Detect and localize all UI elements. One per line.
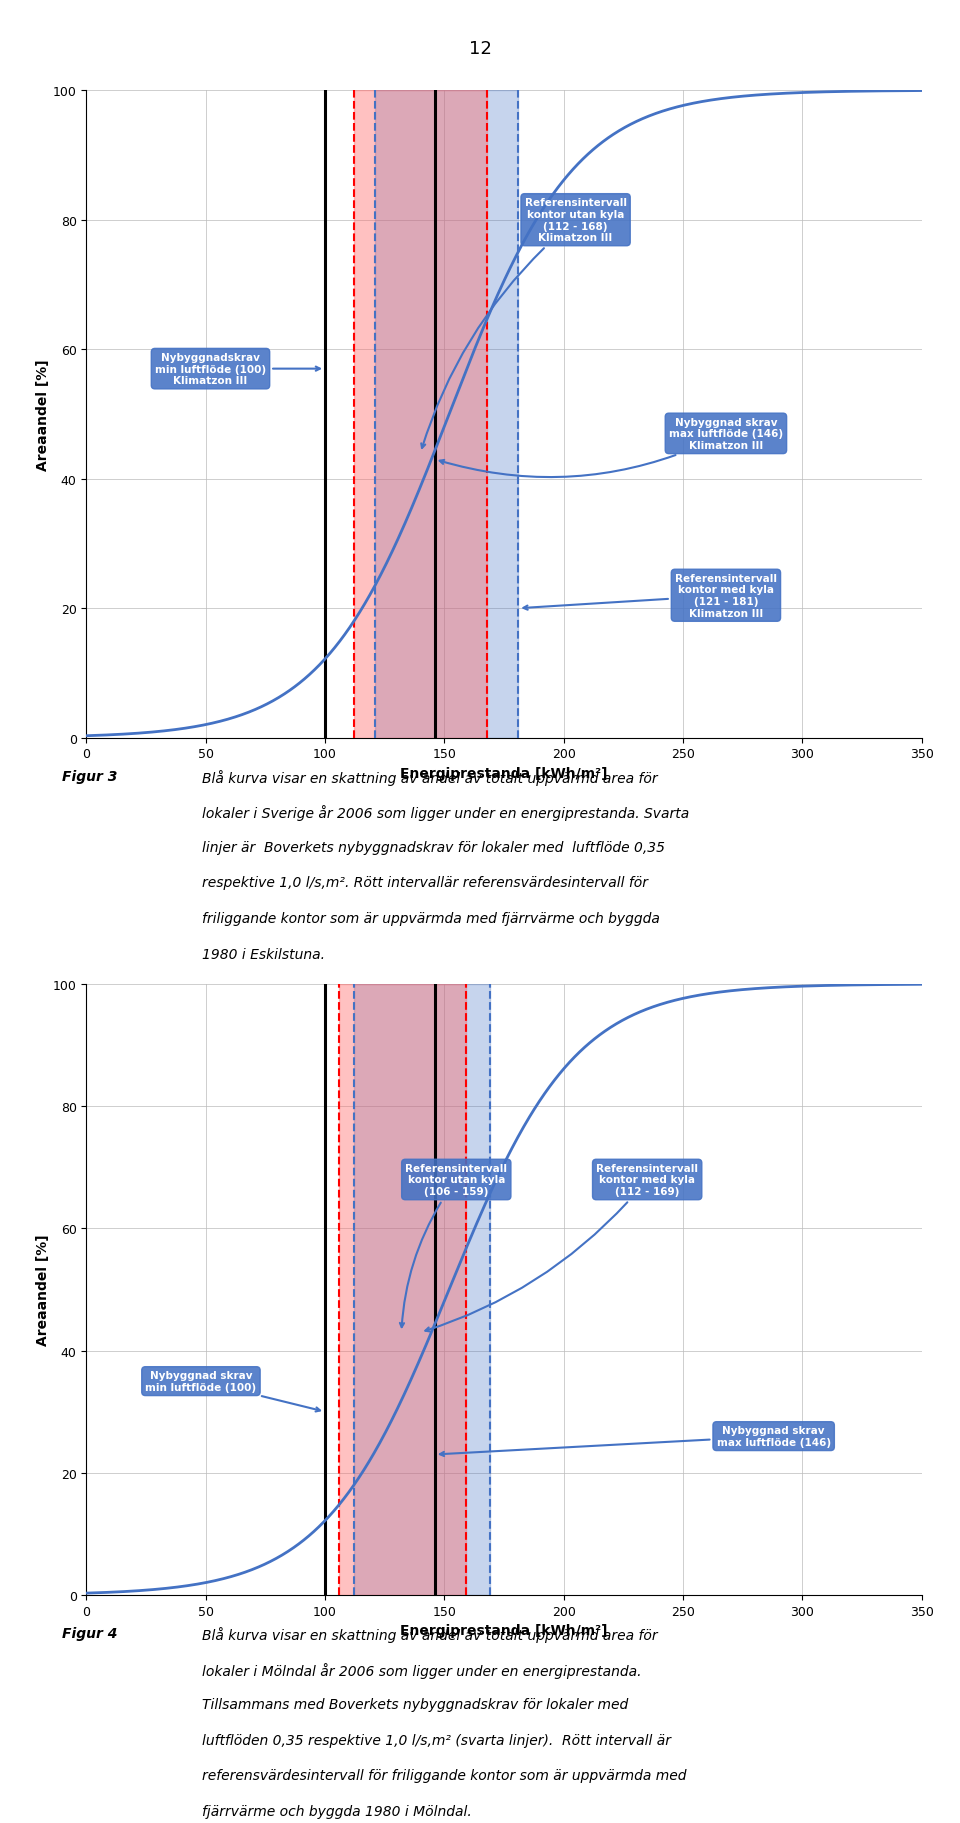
Text: 1980 i Eskilstuna.: 1980 i Eskilstuna. [202, 948, 324, 961]
Text: Blå kurva visar en skattning av andel av totalt uppvärmd area för: Blå kurva visar en skattning av andel av… [202, 1626, 658, 1643]
Text: fjärrvärme och byggda 1980 i Mölndal.: fjärrvärme och byggda 1980 i Mölndal. [202, 1805, 471, 1818]
Bar [375, 91, 518, 738]
Text: lokaler i Mölndal år 2006 som ligger under en energiprestanda.: lokaler i Mölndal år 2006 som ligger und… [202, 1663, 641, 1677]
X-axis label: Energiprestanda [kWh/m²]: Energiprestanda [kWh/m²] [400, 1624, 608, 1637]
Y-axis label: Areaandel [%]: Areaandel [%] [36, 1234, 50, 1345]
Text: Nybyggnad skrav
max luftflöde (146): Nybyggnad skrav max luftflöde (146) [440, 1426, 830, 1457]
Text: linjer är  Boverkets nybyggnadskrav för lokaler med  luftflöde 0,35: linjer är Boverkets nybyggnadskrav för l… [202, 840, 664, 855]
Text: respektive 1,0 l/s,m². Rött intervallär referensvärdesintervall för: respektive 1,0 l/s,m². Rött intervallär … [202, 877, 648, 890]
Text: Figur 4: Figur 4 [62, 1626, 118, 1641]
Text: Nybyggnad skrav
min luftflöde (100): Nybyggnad skrav min luftflöde (100) [145, 1371, 320, 1411]
Text: Figur 3: Figur 3 [62, 769, 118, 784]
X-axis label: Energiprestanda [kWh/m²]: Energiprestanda [kWh/m²] [400, 767, 608, 780]
Text: Nybyggnadskrav
min luftflöde (100)
Klimatzon III: Nybyggnadskrav min luftflöde (100) Klima… [155, 354, 320, 386]
Text: referensvärdesintervall för friliggande kontor som är uppvärmda med: referensvärdesintervall för friliggande … [202, 1768, 686, 1783]
Bar [353, 91, 488, 738]
Text: luftflöden 0,35 respektive 1,0 l/s,m² (svarta linjer).  Rött intervall är: luftflöden 0,35 respektive 1,0 l/s,m² (s… [202, 1732, 671, 1746]
Bar [353, 984, 490, 1595]
Text: lokaler i Sverige år 2006 som ligger under en energiprestanda. Svarta: lokaler i Sverige år 2006 som ligger und… [202, 806, 689, 820]
Text: Blå kurva visar en skattning av andel av totalt uppvärmd area för: Blå kurva visar en skattning av andel av… [202, 769, 658, 786]
Text: Referensintervall
kontor utan kyla
(112 - 168)
Klimatzon III: Referensintervall kontor utan kyla (112 … [421, 199, 627, 448]
Text: Referensintervall
kontor med kyla
(112 - 169): Referensintervall kontor med kyla (112 -… [425, 1163, 698, 1333]
Text: Nybyggnad skrav
max luftflöde (146)
Klimatzon III: Nybyggnad skrav max luftflöde (146) Klim… [440, 417, 783, 478]
Bar [339, 984, 466, 1595]
Text: friliggande kontor som är uppvärmda med fjärrvärme och byggda: friliggande kontor som är uppvärmda med … [202, 912, 660, 926]
Text: Referensintervall
kontor med kyla
(121 - 181)
Klimatzon III: Referensintervall kontor med kyla (121 -… [523, 574, 777, 618]
Text: 12: 12 [468, 40, 492, 58]
Y-axis label: Areaandel [%]: Areaandel [%] [36, 359, 50, 470]
Text: Tillsammans med Boverkets nybyggnadskrav för lokaler med: Tillsammans med Boverkets nybyggnadskrav… [202, 1697, 628, 1712]
Text: Referensintervall
kontor utan kyla
(106 - 159): Referensintervall kontor utan kyla (106 … [400, 1163, 507, 1327]
